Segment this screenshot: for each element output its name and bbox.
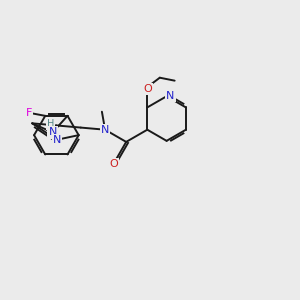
Text: N: N	[48, 128, 57, 137]
Text: N: N	[101, 125, 109, 135]
Text: N: N	[53, 135, 61, 145]
Text: H: H	[47, 119, 54, 129]
Text: O: O	[143, 84, 152, 94]
Text: O: O	[110, 160, 118, 170]
Text: N: N	[166, 91, 175, 101]
Text: F: F	[26, 108, 32, 118]
